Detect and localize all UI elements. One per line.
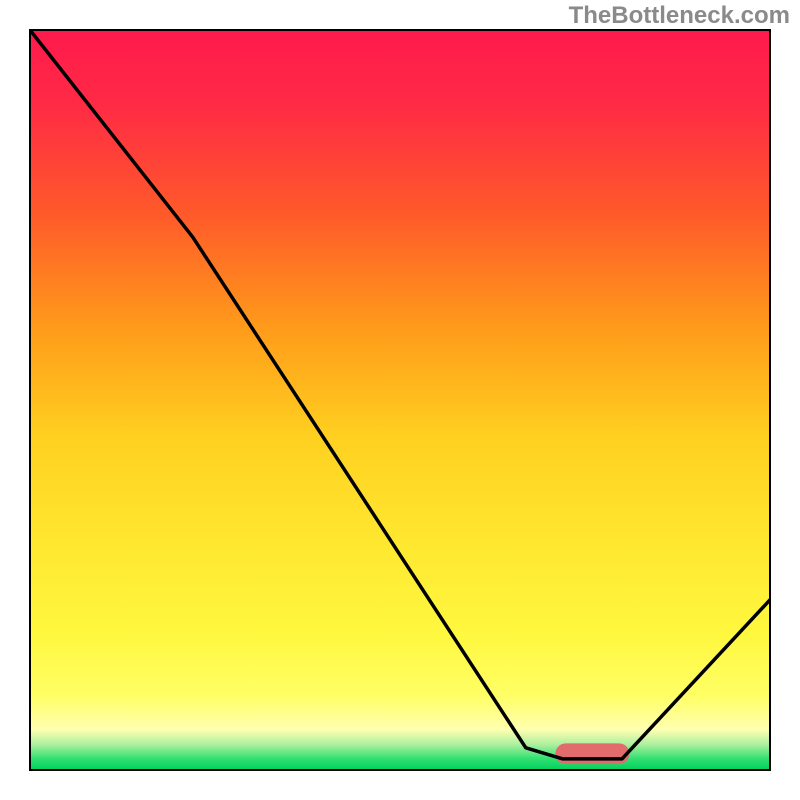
gradient-background xyxy=(30,30,770,770)
watermark-text: TheBottleneck.com xyxy=(569,2,790,30)
optimal-marker xyxy=(555,743,629,764)
bottleneck-gradient-chart: { "watermark": { "text": "TheBottleneck.… xyxy=(0,0,800,800)
chart-svg xyxy=(0,0,800,800)
plot-area xyxy=(30,30,770,770)
